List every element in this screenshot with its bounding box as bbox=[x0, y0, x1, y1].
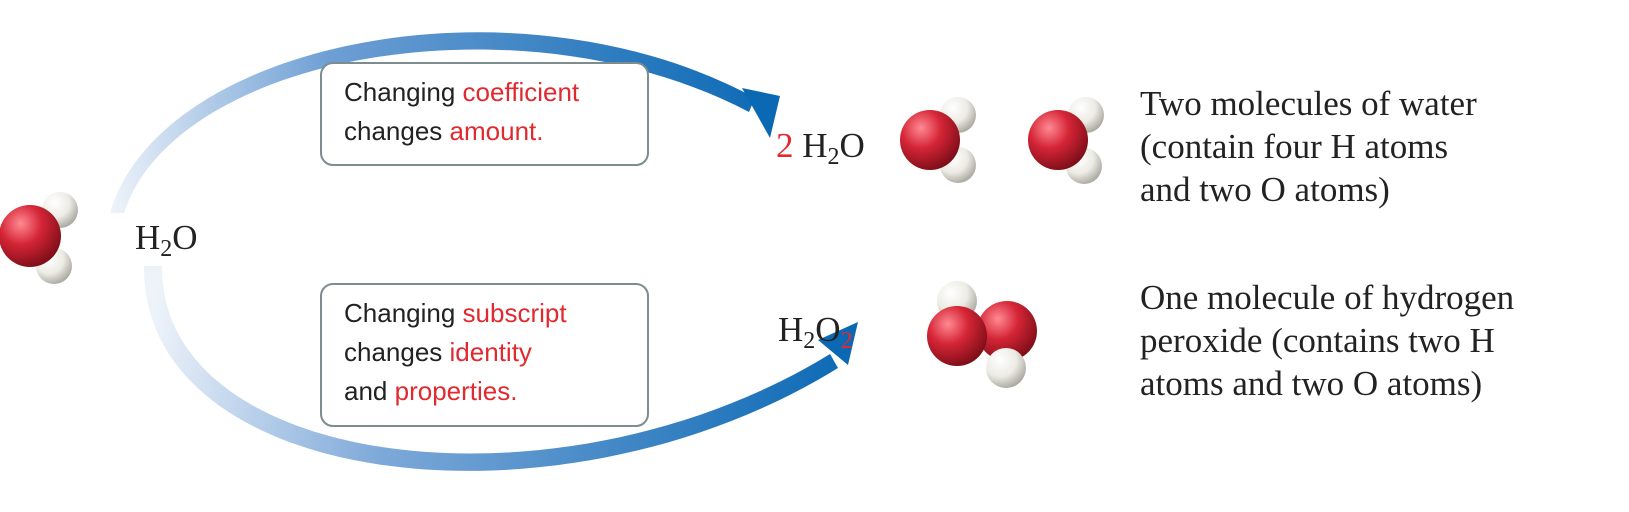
callout-line: and properties. bbox=[344, 372, 647, 411]
formula-element: H bbox=[778, 310, 804, 349]
two-water-description: Two molecules of water (contain four H a… bbox=[1140, 82, 1477, 211]
callout-highlight: amount. bbox=[449, 116, 544, 146]
formula-subscript: 2 bbox=[803, 328, 816, 354]
water-molecule-icon bbox=[900, 97, 976, 183]
water-molecule-icon bbox=[1028, 97, 1104, 184]
formula-subscript: 2 bbox=[160, 236, 173, 262]
top-arrow-shaft bbox=[110, 32, 755, 213]
coefficient-callout: Changing coefficient changes amount. bbox=[320, 62, 649, 166]
formula-subscript: 2 bbox=[827, 144, 840, 170]
subscript-callout: Changing subscript changes identity and … bbox=[320, 283, 649, 427]
source-formula: H2O bbox=[135, 218, 198, 261]
hydrogen-peroxide-molecule-icon bbox=[927, 281, 1037, 388]
callout-text: changes bbox=[344, 337, 450, 367]
formula-coefficient: 2 bbox=[776, 126, 794, 165]
description-line: peroxide (contains two H bbox=[1140, 321, 1495, 360]
callout-text: and bbox=[344, 376, 395, 406]
callout-line: Changing subscript bbox=[344, 294, 647, 333]
water-molecule-icon bbox=[0, 192, 78, 284]
description-line: (contain four H atoms bbox=[1140, 127, 1449, 166]
hydrogen-peroxide-description: One molecule of hydrogen peroxide (conta… bbox=[1140, 276, 1514, 405]
callout-text: Changing bbox=[344, 77, 463, 107]
callout-line: changes identity bbox=[344, 333, 647, 372]
formula-element: O bbox=[815, 310, 841, 349]
bottom-arrow-head bbox=[818, 322, 858, 365]
callout-line: changes amount. bbox=[344, 112, 647, 151]
top-arrow-head bbox=[742, 88, 780, 138]
formula-element: O bbox=[839, 126, 865, 165]
description-line: Two molecules of water bbox=[1140, 84, 1477, 123]
callout-highlight: coefficient bbox=[462, 77, 580, 107]
callout-highlight: properties. bbox=[394, 376, 518, 406]
description-line: One molecule of hydrogen bbox=[1140, 278, 1515, 317]
description-line: and two O atoms) bbox=[1140, 170, 1390, 209]
hydrogen-peroxide-formula: H2O2 bbox=[778, 310, 853, 353]
two-water-formula: 2 H2O bbox=[776, 126, 865, 169]
callout-line: Changing coefficient bbox=[344, 73, 647, 112]
formula-subscript-changed: 2 bbox=[840, 328, 853, 354]
formula-element: O bbox=[172, 218, 198, 257]
callout-highlight: identity bbox=[449, 337, 532, 367]
description-line: atoms and two O atoms) bbox=[1140, 364, 1483, 403]
callout-highlight: subscript bbox=[462, 298, 567, 328]
callout-text: changes bbox=[344, 116, 450, 146]
formula-element: H bbox=[802, 126, 828, 165]
formula-element: H bbox=[135, 218, 161, 257]
callout-text: Changing bbox=[344, 298, 463, 328]
